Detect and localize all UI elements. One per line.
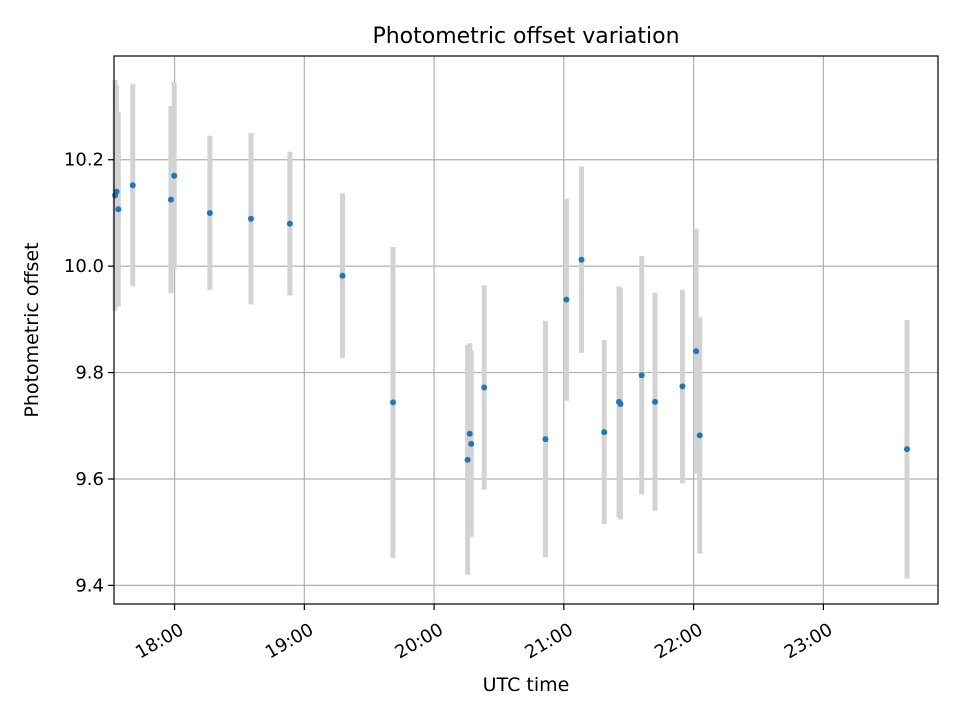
- data-point: [167, 196, 174, 203]
- data-point: [113, 188, 120, 195]
- data-point: [464, 456, 471, 463]
- plot-frame: [113, 55, 939, 605]
- data-point: [115, 206, 122, 213]
- data-point: [286, 220, 293, 227]
- plot-area: [114, 56, 938, 604]
- data-point: [652, 398, 659, 405]
- data-point: [578, 256, 585, 263]
- data-point: [468, 440, 475, 447]
- y-tick-label: 9.6: [75, 469, 104, 490]
- x-axis-label: UTC time: [483, 674, 570, 696]
- data-point: [904, 446, 911, 453]
- data-points: [112, 172, 911, 463]
- data-point: [679, 383, 686, 390]
- data-point: [617, 400, 624, 407]
- data-point: [696, 432, 703, 439]
- chart-title: Photometric offset variation: [372, 24, 679, 49]
- data-point: [601, 429, 608, 436]
- data-point: [693, 348, 700, 355]
- data-point: [542, 436, 549, 443]
- data-point: [563, 296, 570, 303]
- y-tick-label: 10.2: [64, 150, 104, 171]
- data-point: [171, 172, 178, 179]
- data-point: [206, 209, 213, 216]
- grid: [114, 56, 938, 604]
- y-tick-label: 9.4: [75, 575, 104, 596]
- data-point: [339, 272, 346, 279]
- y-tick-label: 9.8: [75, 363, 104, 384]
- y-axis-label: Photometric offset: [21, 242, 43, 417]
- data-point: [481, 384, 488, 391]
- data-point: [389, 399, 396, 406]
- data-point: [129, 182, 136, 189]
- y-axis-ticks: 9.4 9.6 9.8 10.0 10.2: [64, 150, 114, 596]
- y-tick-label: 10.0: [64, 256, 104, 277]
- data-point: [638, 372, 645, 379]
- data-point: [466, 430, 473, 437]
- data-point: [247, 215, 254, 222]
